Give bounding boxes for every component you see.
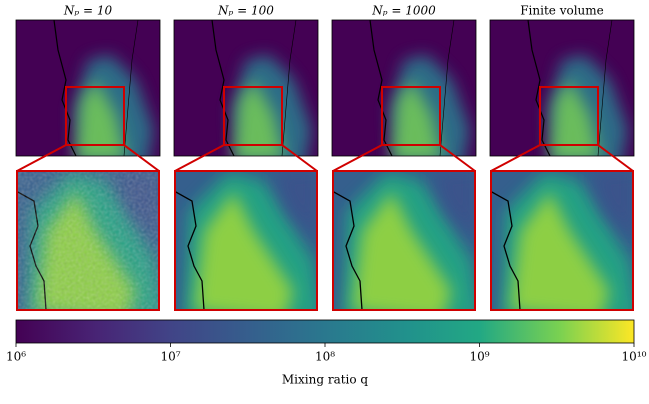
zoom-connector (281, 144, 318, 172)
zoom-box (65, 86, 125, 146)
panel-title: Nₚ = 10 (63, 4, 113, 18)
zoom-frame (490, 170, 634, 311)
zoom-connector (490, 144, 541, 172)
coastline (369, 20, 393, 156)
zoom-box (223, 86, 283, 146)
zoom-connector (123, 144, 160, 172)
tick-label: 10¹⁰ (622, 350, 647, 364)
coastline (174, 190, 205, 310)
coastline (527, 20, 551, 156)
plume-core (76, 80, 126, 156)
plume-core (194, 191, 294, 310)
panel-title: Finite volume (520, 4, 604, 18)
border (123, 20, 139, 156)
zoom-map (332, 171, 476, 310)
tick-label: 10⁸ (315, 350, 335, 364)
plume-core (352, 191, 452, 310)
tick-label: 10⁶ (6, 350, 26, 364)
coastline (332, 190, 363, 310)
map-frame (489, 19, 635, 157)
zoom-frame (332, 170, 476, 311)
overview-map (174, 20, 318, 156)
zoom-connector (174, 144, 225, 172)
zoom-connector (332, 144, 383, 172)
plume-core (510, 191, 610, 310)
zoom-connector (439, 144, 476, 172)
coastline (211, 20, 235, 156)
panel-title: Nₚ = 1000 (371, 4, 436, 18)
zoom-box (381, 86, 441, 146)
plume-core (234, 80, 284, 156)
dark-region (274, 171, 318, 241)
map-frame (331, 19, 477, 157)
coastline (490, 190, 521, 310)
overview-map (16, 20, 160, 156)
border (439, 20, 455, 156)
border (281, 20, 297, 156)
coastline (53, 20, 77, 156)
dark-region (432, 171, 476, 241)
colorbar-label: Mixing ratio q (282, 373, 369, 387)
zoom-map (490, 171, 634, 310)
colorbar (15, 319, 635, 344)
panel-title: Nₚ = 100 (217, 4, 274, 18)
overview-map (332, 20, 476, 156)
map-frame (173, 19, 319, 157)
overview-map (490, 20, 634, 156)
plume-core (550, 80, 600, 156)
tick-label: 10⁹ (469, 350, 489, 364)
zoom-frame (16, 170, 160, 311)
zoom-box (539, 86, 599, 146)
noise (16, 171, 160, 310)
map-frame (15, 19, 161, 157)
zoom-connector (597, 144, 634, 172)
tick-label: 10⁷ (160, 350, 180, 364)
plume-core (392, 80, 442, 156)
zoom-connector (16, 144, 67, 172)
zoom-map (16, 171, 160, 310)
dark-region (590, 171, 634, 241)
zoom-frame (174, 170, 318, 311)
zoom-map (174, 171, 318, 310)
border (597, 20, 613, 156)
